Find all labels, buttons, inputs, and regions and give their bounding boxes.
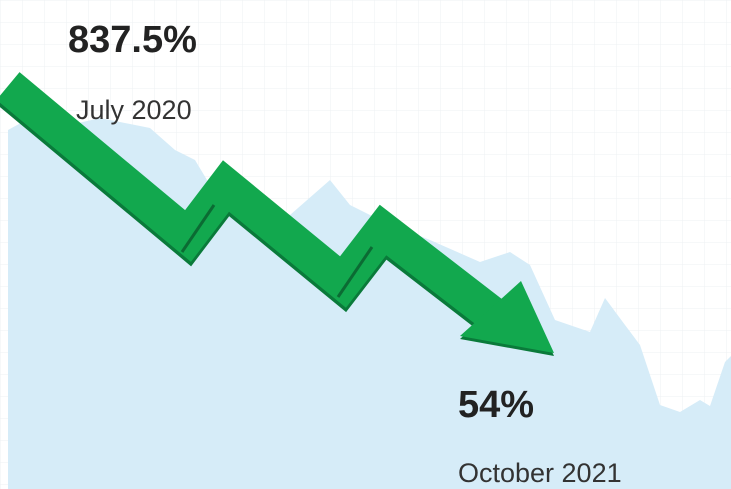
start-date: July 2020 xyxy=(76,95,192,125)
end-value: 54% xyxy=(458,384,534,426)
down-arrow xyxy=(0,72,554,356)
start-value: 837.5% xyxy=(68,19,197,61)
end-date: October 2021 xyxy=(458,458,622,488)
